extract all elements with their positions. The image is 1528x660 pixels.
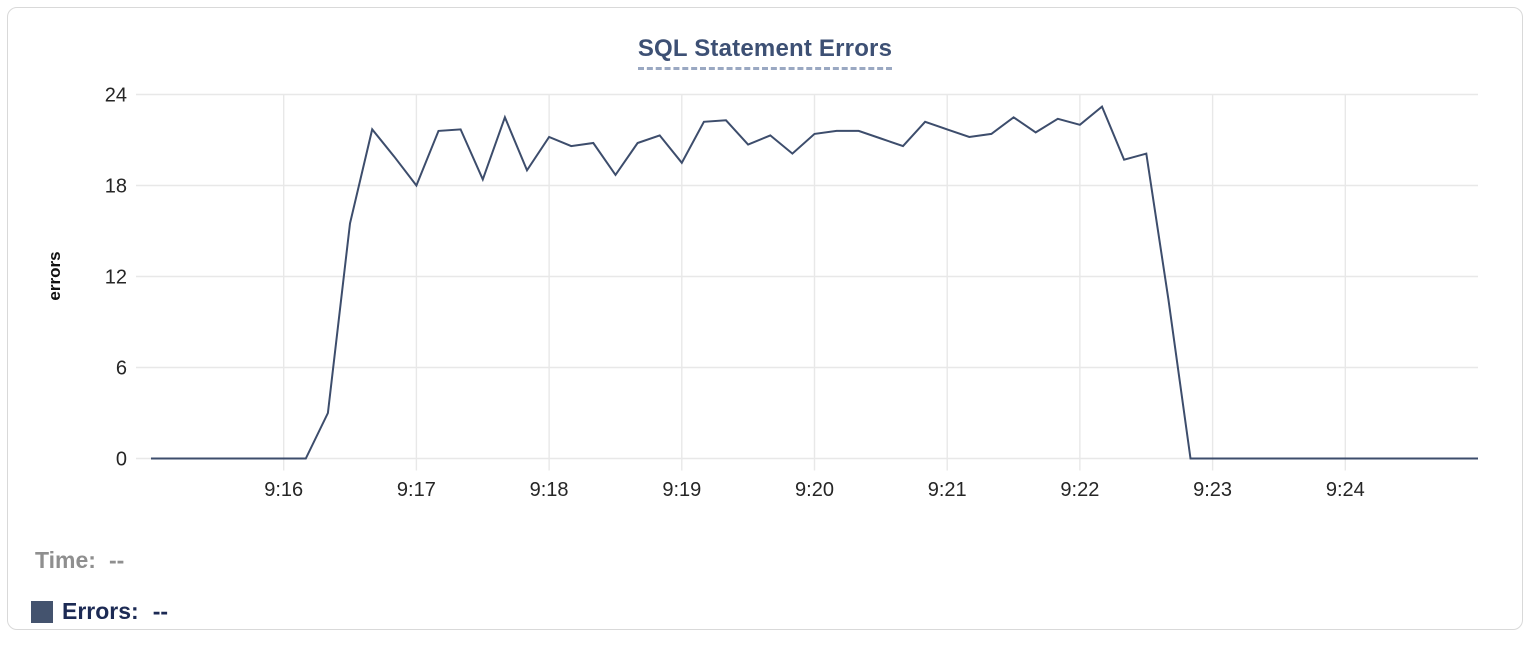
- legend-errors-row: Errors: --: [31, 598, 168, 625]
- x-tick-label: 9:17: [397, 479, 436, 501]
- sql-errors-line-chart[interactable]: 0 6 12 18 24 9:16 9:17 9:18 9:19 9:20 9:21 9:22 9:23…: [8, 8, 1528, 660]
- x-tick-label: 9:22: [1060, 479, 1099, 501]
- x-tick-label: 9:19: [662, 479, 701, 501]
- x-tick-label: 9:24: [1326, 479, 1365, 501]
- chart-title-row: SQL Statement Errors: [8, 35, 1522, 70]
- chart-card: SQL Statement Errors errors 0 6 12 18 24 9:16…: [7, 7, 1523, 630]
- x-tick-label: 9:21: [928, 479, 967, 501]
- tooltip-time-row: Time: --: [35, 547, 124, 574]
- legend-errors-label: Errors:: [62, 598, 139, 624]
- legend-errors-value: --: [152, 598, 169, 624]
- y-tick-label: 24: [105, 85, 127, 107]
- x-tick-label: 9:16: [264, 479, 303, 501]
- x-tick-label: 9:20: [795, 479, 834, 501]
- x-tick-label: 9:18: [530, 479, 569, 501]
- tooltip-time-value: --: [108, 547, 125, 573]
- errors-series-line[interactable]: [151, 104, 1478, 460]
- y-tick-label: 18: [105, 176, 127, 198]
- chart-title-link[interactable]: SQL Statement Errors: [637, 35, 893, 70]
- y-tick-label: 0: [116, 449, 127, 471]
- tooltip-time-label: Time:: [35, 547, 96, 573]
- y-tick-label: 6: [116, 358, 127, 380]
- x-tick-label: 9:23: [1193, 479, 1232, 501]
- errors-series-swatch: [31, 600, 53, 623]
- y-tick-label: 12: [105, 267, 127, 289]
